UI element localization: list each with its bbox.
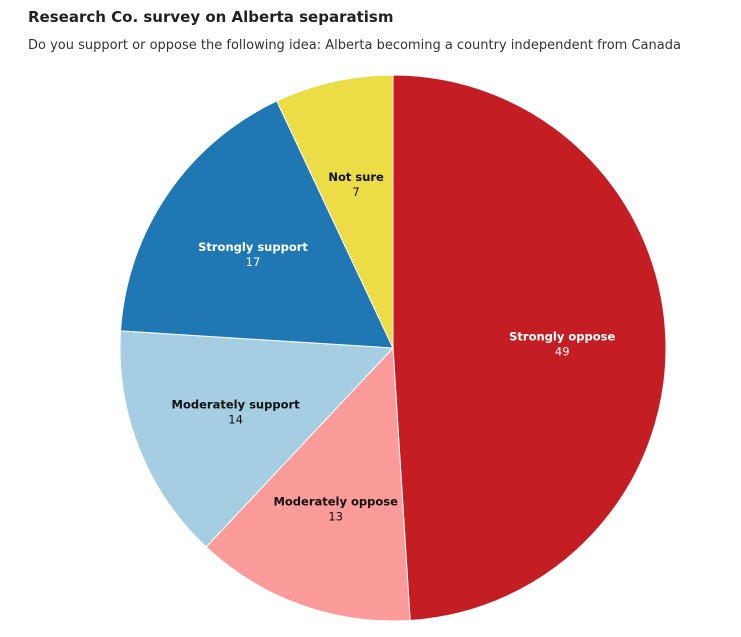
slice-label-moderately-support: Moderately support [172,397,301,411]
pie-slices [119,74,667,622]
pie-slice-strongly-oppose[interactable] [392,74,667,621]
pie-slice-moderately-oppose[interactable] [205,346,411,622]
pie-slice-moderately-support[interactable] [119,330,395,548]
slice-value-moderately-oppose: 13 [328,509,343,523]
pie-slice-not-sure[interactable] [276,74,394,349]
slice-value-moderately-support: 14 [228,412,243,426]
slice-label-moderately-oppose: Moderately oppose [273,494,398,508]
pie-slice-strongly-support[interactable] [120,100,394,349]
slice-label-strongly-oppose: Strongly oppose [509,330,615,344]
chart-subtitle: Do you support or oppose the following i… [28,38,681,53]
slice-value-not-sure: 7 [352,185,359,199]
chart-title: Research Co. survey on Alberta separatis… [28,8,394,26]
slice-label-not-sure: Not sure [328,170,384,184]
slice-value-strongly-oppose: 49 [555,345,570,359]
slice-label-strongly-support: Strongly support [198,240,308,254]
slice-value-strongly-support: 17 [246,255,261,269]
